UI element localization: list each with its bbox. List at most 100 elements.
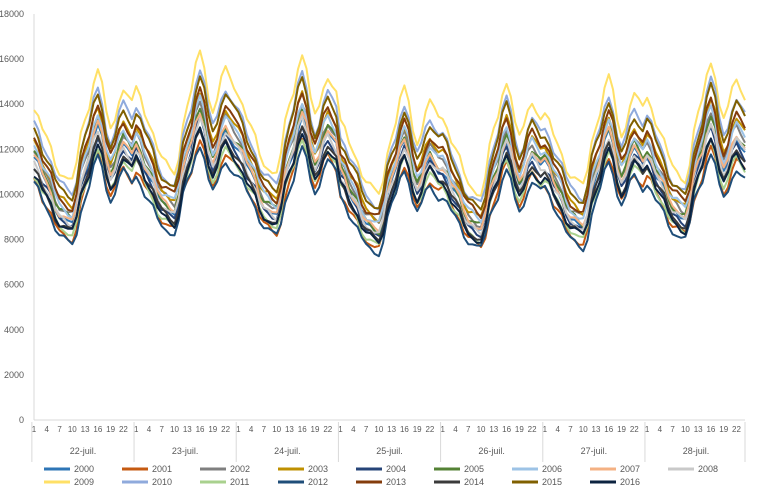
x-hour-label: 7 xyxy=(364,425,369,434)
x-hour-label: 19 xyxy=(106,425,115,434)
x-hour-label: 22 xyxy=(221,425,230,434)
y-tick-label: 16000 xyxy=(0,54,24,64)
x-hour-label: 10 xyxy=(272,425,281,434)
y-tick-label: 0 xyxy=(19,415,24,425)
x-hour-label: 4 xyxy=(658,425,663,434)
x-hour-label: 22 xyxy=(425,425,434,434)
legend-entry: 2001 xyxy=(152,464,172,474)
x-hour-label: 10 xyxy=(68,425,77,434)
x-hour-label: 10 xyxy=(681,425,690,434)
y-tick-label: 2000 xyxy=(4,370,24,380)
x-hour-label: 16 xyxy=(93,425,102,434)
legend-entry: 2015 xyxy=(542,477,562,487)
legend-entry: 2009 xyxy=(74,477,94,487)
x-hour-label: 19 xyxy=(208,425,217,434)
x-hour-label: 10 xyxy=(477,425,486,434)
legend-entry: 2014 xyxy=(464,477,484,487)
series-line-2015 xyxy=(33,75,746,211)
x-hour-label: 13 xyxy=(489,425,498,434)
x-hour-label: 10 xyxy=(170,425,179,434)
x-hour-label: 13 xyxy=(387,425,396,434)
x-hour-label: 13 xyxy=(183,425,192,434)
x-hour-label: 1 xyxy=(32,425,37,434)
x-hour-label: 16 xyxy=(604,425,613,434)
legend-entry: 2012 xyxy=(308,477,328,487)
plot-area xyxy=(33,49,746,258)
y-tick-label: 6000 xyxy=(4,280,24,290)
y-axis: 0 2000 4000 6000 8000 10000 12000 14000 16000 180… xyxy=(0,9,35,425)
x-hour-label: 13 xyxy=(285,425,294,434)
x-hour-label: 22 xyxy=(323,425,332,434)
series-line-2009 xyxy=(33,49,746,197)
legend-entry: 2007 xyxy=(620,464,640,474)
x-hour-label: 13 xyxy=(81,425,90,434)
x-hour-label: 19 xyxy=(617,425,626,434)
x-hour-label: 4 xyxy=(147,425,152,434)
x-day-label: 25-juil. xyxy=(376,446,403,456)
x-hour-label: 16 xyxy=(196,425,205,434)
y-tick-label: 12000 xyxy=(0,144,24,154)
x-day-label: 23-juil. xyxy=(172,446,199,456)
x-day-label: 27-juil. xyxy=(581,446,608,456)
x-hour-label: 16 xyxy=(298,425,307,434)
x-hour-label: 1 xyxy=(645,425,650,434)
x-hour-label: 19 xyxy=(719,425,728,434)
y-tick-label: 4000 xyxy=(4,325,24,335)
legend-entry: 2004 xyxy=(386,464,406,474)
x-day-label: 28-juil. xyxy=(683,446,710,456)
legend-entry: 2003 xyxy=(308,464,328,474)
x-hour-label: 22 xyxy=(630,425,639,434)
x-hour-label: 7 xyxy=(159,425,164,434)
y-tick-label: 14000 xyxy=(0,99,24,109)
x-hour-label: 13 xyxy=(694,425,703,434)
x-hour-label: 19 xyxy=(311,425,320,434)
x-hour-label: 22 xyxy=(732,425,741,434)
x-hour-label: 4 xyxy=(249,425,254,434)
legend-entry: 2005 xyxy=(464,464,484,474)
series-line-2016 xyxy=(33,126,746,244)
series-line-2013 xyxy=(33,86,746,219)
x-hour-label: 4 xyxy=(45,425,50,434)
legend-entry: 2010 xyxy=(152,477,172,487)
x-day-label: 26-juil. xyxy=(478,446,505,456)
x-hour-label: 16 xyxy=(400,425,409,434)
series-line-2010 xyxy=(33,69,746,211)
x-hour-label: 22 xyxy=(119,425,128,434)
x-hour-label: 7 xyxy=(262,425,267,434)
series-line-2008 xyxy=(33,115,746,236)
legend-entry: 2013 xyxy=(386,477,406,487)
series-line-2012 xyxy=(33,145,746,258)
x-hour-label: 19 xyxy=(515,425,524,434)
x-hour-label: 4 xyxy=(555,425,560,434)
legend: 2000 2001 2002 2003 2004 2005 2006 2007 2008 2009… xyxy=(44,464,718,487)
x-hour-label: 13 xyxy=(592,425,601,434)
x-hour-label: 1 xyxy=(543,425,548,434)
legend-entry: 2011 xyxy=(230,477,249,487)
legend-entry: 2006 xyxy=(542,464,562,474)
legend-entry: 2016 xyxy=(620,477,640,487)
legend-entry: 2008 xyxy=(698,464,718,474)
x-hour-label: 10 xyxy=(579,425,588,434)
x-hour-label: 7 xyxy=(670,425,675,434)
x-hour-label: 4 xyxy=(453,425,458,434)
x-hour-label: 1 xyxy=(134,425,139,434)
y-tick-label: 18000 xyxy=(0,9,24,19)
x-hour-label: 1 xyxy=(338,425,343,434)
y-tick-label: 10000 xyxy=(0,189,24,199)
legend-entry: 2002 xyxy=(230,464,250,474)
y-tick-label: 8000 xyxy=(4,235,24,245)
x-hour-label: 19 xyxy=(413,425,422,434)
x-hour-label: 10 xyxy=(374,425,383,434)
series-line-2006 xyxy=(33,94,746,224)
x-hour-label: 16 xyxy=(706,425,715,434)
x-hour-label: 1 xyxy=(440,425,445,434)
x-hour-label: 4 xyxy=(351,425,356,434)
x-day-label: 24-juil. xyxy=(274,446,301,456)
x-day-label: 22-juil. xyxy=(70,446,97,456)
x-hour-label: 1 xyxy=(236,425,241,434)
x-hour-label: 7 xyxy=(57,425,62,434)
x-hour-label: 7 xyxy=(466,425,471,434)
x-hour-label: 16 xyxy=(502,425,511,434)
